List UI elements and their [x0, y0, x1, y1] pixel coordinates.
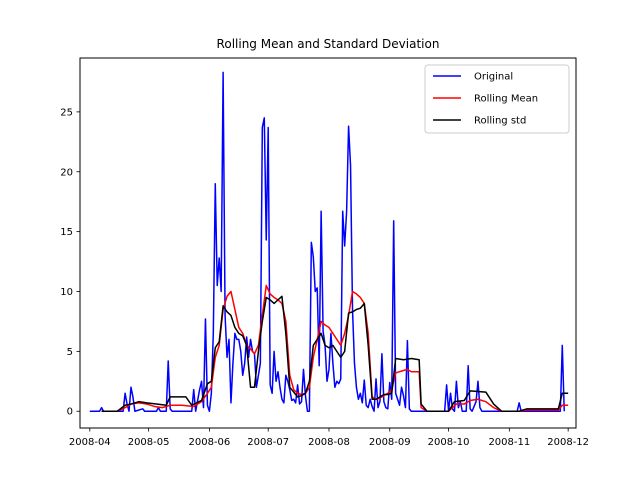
legend-entry: Original: [433, 72, 513, 83]
plot-area: [89, 71, 569, 412]
y-tick-label: 10: [60, 287, 73, 298]
y-tick-label: 0: [67, 407, 73, 418]
x-axis: 2008-04 2008-05 2008-06 2008-07 2008-08 2008-…: [69, 428, 589, 448]
chart-title: Rolling Mean and Standard Deviation: [217, 37, 440, 51]
x-tick-label: 2008-10: [428, 437, 470, 448]
x-tick-label: 2008-05: [128, 437, 170, 448]
series-line-rolling-std: [101, 295, 569, 412]
legend-label: Original: [474, 72, 513, 83]
x-tick-label: 2008-09: [369, 437, 411, 448]
y-tick-label: 5: [67, 347, 73, 358]
legend-entry: Rolling std: [433, 116, 526, 127]
series-line-original: [89, 71, 565, 412]
x-tick-label: 2008-12: [547, 437, 589, 448]
legend-entry: Rolling Mean: [433, 94, 538, 105]
legend-box: [424, 64, 570, 134]
x-tick-label: 2008-04: [69, 437, 111, 448]
series-line-rolling-mean: [101, 284, 569, 412]
y-tick-label: 15: [60, 227, 73, 238]
y-tick-label: 25: [60, 107, 73, 118]
legend: Original Rolling Mean Rolling std: [424, 64, 570, 134]
x-tick-label: 2008-08: [308, 437, 350, 448]
y-axis: 0 5 10 15 20 25: [60, 107, 80, 418]
legend-label: Rolling std: [474, 116, 526, 127]
x-tick-label: 2008-11: [488, 437, 530, 448]
legend-label: Rolling Mean: [474, 94, 538, 105]
x-tick-label: 2008-06: [188, 437, 230, 448]
y-tick-label: 20: [60, 167, 73, 178]
x-tick-label: 2008-07: [247, 437, 289, 448]
plot-frame: [79, 57, 577, 429]
